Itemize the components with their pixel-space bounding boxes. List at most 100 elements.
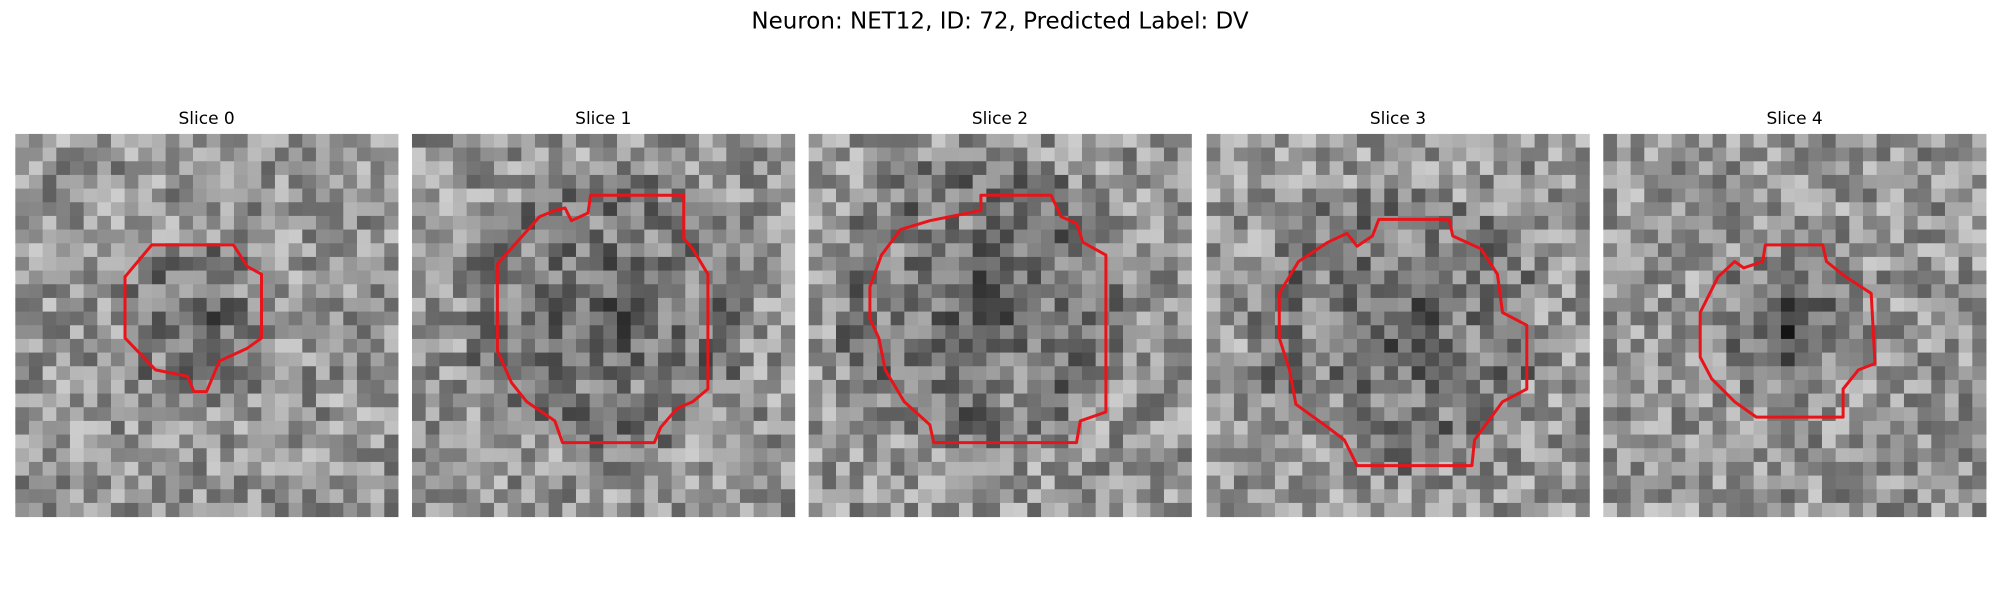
pixel	[1821, 147, 1837, 162]
pixel	[726, 338, 741, 354]
pixel	[97, 161, 112, 176]
pixel	[1958, 297, 1973, 313]
pixel	[726, 448, 741, 463]
pixel	[877, 133, 892, 149]
pixel	[1452, 202, 1467, 217]
pixel	[411, 475, 427, 490]
pixel	[233, 379, 249, 395]
pixel	[712, 188, 727, 203]
pixel	[42, 379, 57, 395]
pixel	[904, 475, 919, 490]
pixel	[165, 461, 180, 477]
pixel	[521, 188, 536, 203]
pixel	[439, 161, 454, 176]
pixel	[288, 270, 303, 285]
pixel	[1370, 270, 1385, 285]
pixel	[15, 174, 30, 190]
pixel	[1040, 379, 1056, 395]
pixel	[1603, 256, 1618, 272]
pixel	[425, 379, 440, 395]
pixel	[124, 420, 139, 436]
pixel	[1438, 461, 1454, 477]
pixel	[1616, 270, 1632, 285]
pixel	[1890, 352, 1905, 367]
pixel	[1972, 448, 1987, 463]
pixel	[1726, 502, 1741, 518]
pixel	[384, 243, 399, 258]
pixel	[904, 366, 919, 381]
pixel	[1917, 297, 1932, 313]
pixel	[439, 147, 454, 162]
pixel	[1302, 188, 1317, 203]
pixel	[1808, 270, 1823, 285]
pixel	[931, 229, 946, 244]
image-panel	[1206, 133, 1590, 518]
pixel	[1958, 448, 1973, 463]
pixel	[1630, 502, 1645, 518]
pixel	[1343, 461, 1358, 477]
pixel	[1109, 434, 1124, 449]
pixel	[712, 161, 727, 176]
pixel	[179, 202, 194, 217]
pixel	[1177, 338, 1192, 354]
pixel	[1040, 475, 1056, 490]
pixel	[1630, 147, 1645, 162]
pixel	[83, 243, 98, 258]
pixel	[1109, 147, 1124, 162]
pixel	[986, 161, 1001, 176]
pixel	[986, 393, 1001, 408]
pixel	[1081, 174, 1097, 190]
pixel	[1644, 489, 1659, 504]
pixel	[1206, 147, 1221, 162]
pixel	[1329, 215, 1344, 231]
pixel	[1397, 202, 1413, 217]
pixel	[261, 420, 276, 436]
pixel	[274, 420, 290, 436]
pixel	[315, 338, 331, 354]
pixel	[1548, 229, 1563, 244]
pixel	[1233, 202, 1249, 217]
pixel	[1575, 297, 1590, 313]
pixel	[411, 188, 427, 203]
pixel	[42, 475, 57, 490]
pixel	[1206, 133, 1221, 149]
pixel	[466, 311, 481, 326]
pixel	[1767, 379, 1782, 395]
pixel	[42, 297, 57, 313]
pixel	[1726, 420, 1741, 436]
pixel	[1261, 270, 1276, 285]
pixel	[165, 243, 180, 258]
pixel	[1767, 256, 1782, 272]
pixel	[958, 407, 974, 422]
pixel	[1411, 475, 1426, 490]
pixel	[1466, 475, 1481, 490]
pixel	[931, 379, 946, 395]
pixel	[616, 475, 632, 490]
pixel	[890, 133, 905, 149]
pixel	[972, 366, 987, 381]
pixel	[206, 174, 221, 190]
pixel	[480, 311, 495, 326]
pixel	[329, 174, 344, 190]
pixel	[329, 161, 344, 176]
pixel	[1274, 448, 1290, 463]
pixel	[1972, 202, 1987, 217]
pixel	[945, 448, 960, 463]
pixel	[753, 270, 768, 285]
pixel	[1315, 475, 1331, 490]
pixel	[315, 284, 331, 299]
pixel	[780, 461, 796, 477]
pixel	[1534, 379, 1549, 395]
pixel	[1903, 448, 1919, 463]
pixel	[56, 338, 71, 354]
pixel	[1520, 161, 1536, 176]
pixel	[1177, 188, 1192, 203]
pixel	[315, 229, 331, 244]
pixel	[767, 147, 782, 162]
pixel	[1109, 366, 1124, 381]
pixel	[1163, 366, 1179, 381]
pixel	[1329, 284, 1344, 299]
pixel	[1274, 366, 1290, 381]
pixel	[918, 475, 933, 490]
pixel	[151, 407, 167, 422]
